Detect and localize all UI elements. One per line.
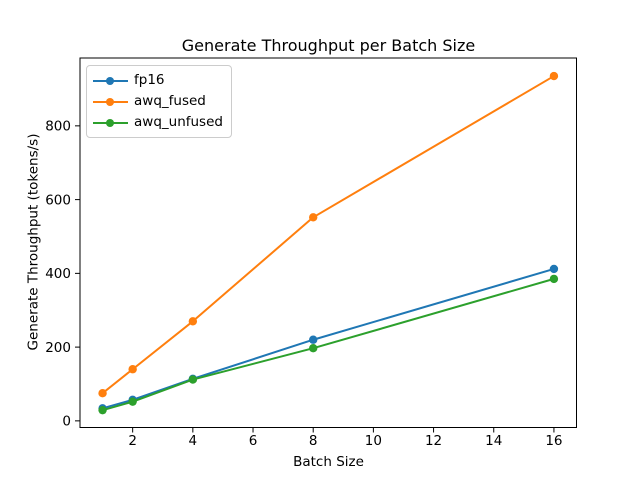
legend-marker-dot	[106, 97, 114, 106]
legend-marker-dot	[106, 76, 114, 85]
data-point-awq_unfused	[128, 397, 137, 406]
y-tick-label: 600	[45, 192, 71, 208]
legend-label: awq_fused	[134, 92, 206, 109]
data-point-awq_unfused	[188, 375, 198, 384]
axes-frame	[79, 57, 577, 428]
legend-item-awq-unfused: awq_unfused	[93, 112, 225, 133]
data-point-awq_fused	[188, 317, 198, 326]
y-tick-label: 200	[45, 340, 71, 356]
legend: fp16 awq_fused awq_unfused	[86, 65, 232, 138]
x-tick-label: 2	[128, 433, 137, 449]
data-point-awq_fused	[549, 71, 559, 81]
x-tick-label: 12	[425, 433, 442, 449]
data-point-awq_fused	[98, 389, 107, 398]
data-point-awq_unfused	[549, 274, 559, 284]
legend-line-marker-icon	[93, 70, 128, 91]
legend-item-awq-fused: awq_fused	[93, 91, 225, 112]
y-axis-label: Generate Throughput (tokens/s)	[25, 133, 42, 351]
legend-line-marker-icon	[93, 112, 128, 133]
data-point-awq_unfused	[309, 344, 318, 353]
legend-line-marker-icon	[93, 91, 128, 112]
y-tick-label: 400	[45, 266, 71, 282]
y-tick-label: 0	[62, 414, 71, 430]
data-point-awq_unfused	[98, 405, 107, 415]
legend-marker-dot	[106, 118, 114, 127]
data-point-fp16	[309, 335, 318, 344]
legend-item-fp16: fp16	[93, 70, 225, 91]
x-tick-label: 6	[249, 433, 258, 449]
x-tick-label: 14	[485, 433, 502, 449]
x-axis-label: Batch Size	[293, 454, 364, 470]
x-tick-label: 4	[189, 433, 198, 449]
data-point-awq_fused	[309, 213, 318, 222]
y-tick-label: 800	[45, 119, 71, 135]
data-point-awq_fused	[128, 365, 137, 374]
data-point-fp16	[549, 264, 559, 274]
x-tick-label: 10	[365, 433, 382, 449]
legend-label: awq_unfused	[134, 113, 223, 130]
x-tick-label: 8	[309, 433, 318, 449]
chart-title: Generate Throughput per Batch Size	[181, 36, 476, 55]
legend-label: fp16	[134, 71, 165, 88]
x-tick-label: 16	[545, 433, 562, 449]
series-line-awq_unfused	[101, 277, 555, 412]
